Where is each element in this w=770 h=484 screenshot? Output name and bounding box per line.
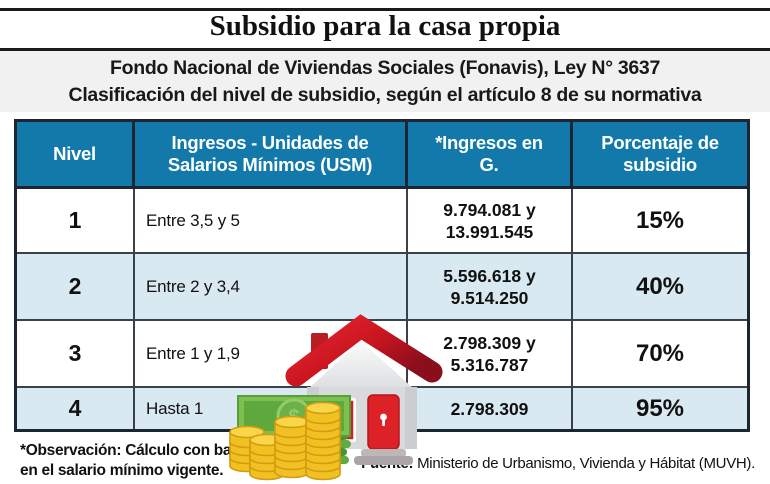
header-nivel: Nivel bbox=[17, 122, 135, 189]
row-1-nivel-cell: 1 bbox=[17, 189, 135, 254]
row-4-nivel-cell: 4 bbox=[17, 388, 135, 429]
header-porcentaje: Porcentaje de subsidio bbox=[573, 122, 747, 189]
row-4-ingresos-cell: 2.798.309 bbox=[408, 388, 573, 429]
top-rule bbox=[0, 8, 770, 11]
row-1-porcentaje-cell: 15% bbox=[573, 189, 747, 254]
page-title: Subsidio para la casa propia bbox=[209, 10, 561, 42]
door-icon bbox=[367, 394, 400, 450]
subtitle-line-1: Fondo Nacional de Viviendas Sociales (Fo… bbox=[109, 56, 660, 79]
subtitle-band: Fondo Nacional de Viviendas Sociales (Fo… bbox=[0, 51, 770, 112]
row-2-porcentaje-cell: 40% bbox=[573, 254, 747, 321]
row-3-porcentaje-cell: 70% bbox=[573, 321, 747, 388]
house-money-illustration: $ bbox=[229, 314, 443, 481]
source-text: Ministerio de Urbanismo, Vivienda y Hábi… bbox=[417, 455, 755, 472]
row-1-usm-cell: Entre 3,5 y 5 bbox=[135, 189, 408, 254]
header-ingresos-g: *Ingresos en G. bbox=[408, 122, 573, 189]
subsidy-table: Nivel Ingresos - Unidades de Salarios Mí… bbox=[14, 119, 750, 432]
row-2-usm-cell: Entre 2 y 3,4 bbox=[135, 254, 408, 321]
row-1-ingresos-cell: 9.794.081 y 13.991.545 bbox=[408, 189, 573, 254]
row-3-nivel-cell: 3 bbox=[17, 321, 135, 388]
row-2-nivel-cell: 2 bbox=[17, 254, 135, 321]
title-rule bbox=[0, 48, 770, 51]
row-4-porcentaje-cell: 95% bbox=[573, 388, 747, 429]
subtitle-line-2: Clasificación del nivel de subsidio, seg… bbox=[68, 83, 702, 106]
footnote: *Observación: Cálculo con base en el sal… bbox=[20, 442, 248, 479]
header-usm: Ingresos - Unidades de Salarios Mínimos … bbox=[135, 122, 408, 189]
row-2-ingresos-cell: 5.596.618 y 9.514.250 bbox=[408, 254, 573, 321]
